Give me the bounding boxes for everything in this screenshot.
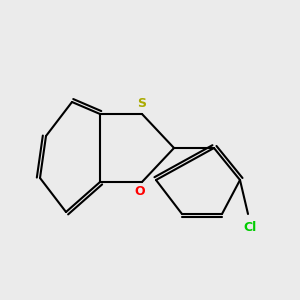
Text: O: O [135,185,145,198]
Text: Cl: Cl [243,221,256,234]
Text: S: S [137,97,146,110]
